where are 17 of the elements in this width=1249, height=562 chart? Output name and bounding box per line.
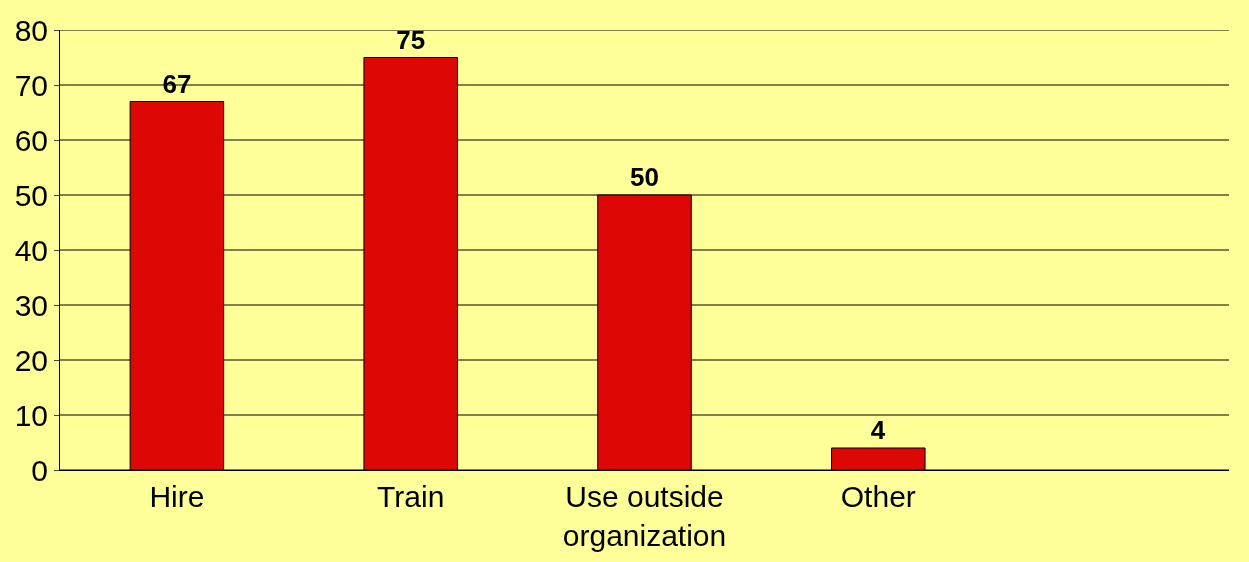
x-tick-label: Use outside organization <box>562 480 727 552</box>
x-tick-label: Other <box>840 480 916 513</box>
y-tick-label: 40 <box>14 233 48 267</box>
data-label: 4 <box>870 415 886 445</box>
data-label: 50 <box>630 162 659 192</box>
y-tick-label: 30 <box>14 288 48 322</box>
y-tick-label: 20 <box>14 343 48 377</box>
y-tick-label: 50 <box>14 178 48 212</box>
y-tick-label: 80 <box>14 13 48 47</box>
y-tick-label: 60 <box>14 123 48 157</box>
y-tick-label: 10 <box>14 398 48 432</box>
y-tick-label: 70 <box>14 68 48 102</box>
x-tick-label: Train <box>377 480 445 513</box>
data-label: 75 <box>396 24 426 55</box>
y-tick-label: 0 <box>31 453 48 487</box>
x-tick-label: Hire <box>149 480 205 513</box>
data-label: 67 <box>162 68 192 99</box>
